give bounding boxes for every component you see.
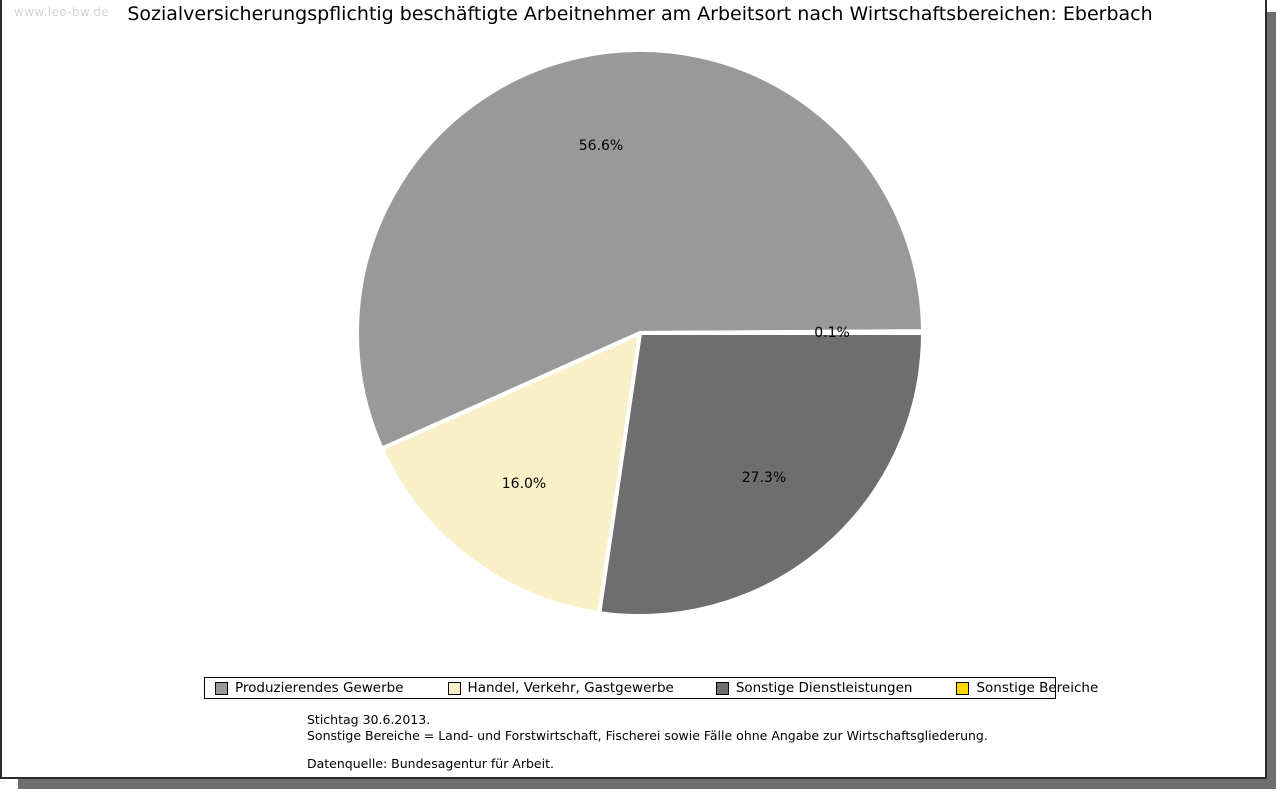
legend-swatch-icon: [215, 681, 228, 695]
footnote-data-source: Datenquelle: Bundesagentur für Arbeit.: [307, 756, 554, 771]
legend-swatch-icon: [956, 681, 970, 695]
page-title: Sozialversicherungspflichtig beschäftigt…: [127, 3, 1153, 25]
pie-slice[interactable]: [638, 329, 925, 335]
legend-item-label: Sonstige Bereiche: [976, 680, 1099, 696]
pie-chart-svg: [355, 48, 925, 618]
window-shadow-right: [1267, 12, 1276, 789]
pie-chart: 56.6% 0.1% 27.3% 16.0%: [355, 48, 925, 618]
legend-item[interactable]: Handel, Verkehr, Gastgewerbe: [447, 680, 674, 696]
legend-item-label: Handel, Verkehr, Gastgewerbe: [467, 680, 674, 696]
legend-item[interactable]: Produzierendes Gewerbe: [215, 680, 404, 696]
window-border-left: [0, 0, 2, 779]
legend-item[interactable]: Sonstige Bereiche: [956, 680, 1098, 696]
legend-item-label: Produzierendes Gewerbe: [235, 680, 404, 696]
pie-slice[interactable]: [597, 331, 925, 618]
window-shadow-bottom: [18, 779, 1276, 789]
watermark: www.leo-bw.de: [14, 5, 110, 19]
footnote-reference-date: Stichtag 30.6.2013.: [307, 712, 431, 727]
chart-footnotes: Stichtag 30.6.2013. Sonstige Bereiche = …: [307, 712, 988, 772]
footnote-definition: Sonstige Bereiche = Land- und Forstwirts…: [307, 728, 988, 743]
legend-item-label: Sonstige Dienstleistungen: [735, 680, 913, 696]
window-border-bottom: [0, 777, 1267, 779]
legend-swatch-icon: [447, 681, 461, 695]
legend-swatch-icon: [715, 681, 729, 695]
pie-slice[interactable]: [379, 331, 642, 616]
window-border-right: [1265, 0, 1267, 779]
legend-item[interactable]: Sonstige Dienstleistungen: [715, 680, 913, 696]
chart-legend: Produzierendes Gewerbe Handel, Verkehr, G…: [204, 677, 1098, 699]
pie-slice[interactable]: [355, 48, 925, 451]
